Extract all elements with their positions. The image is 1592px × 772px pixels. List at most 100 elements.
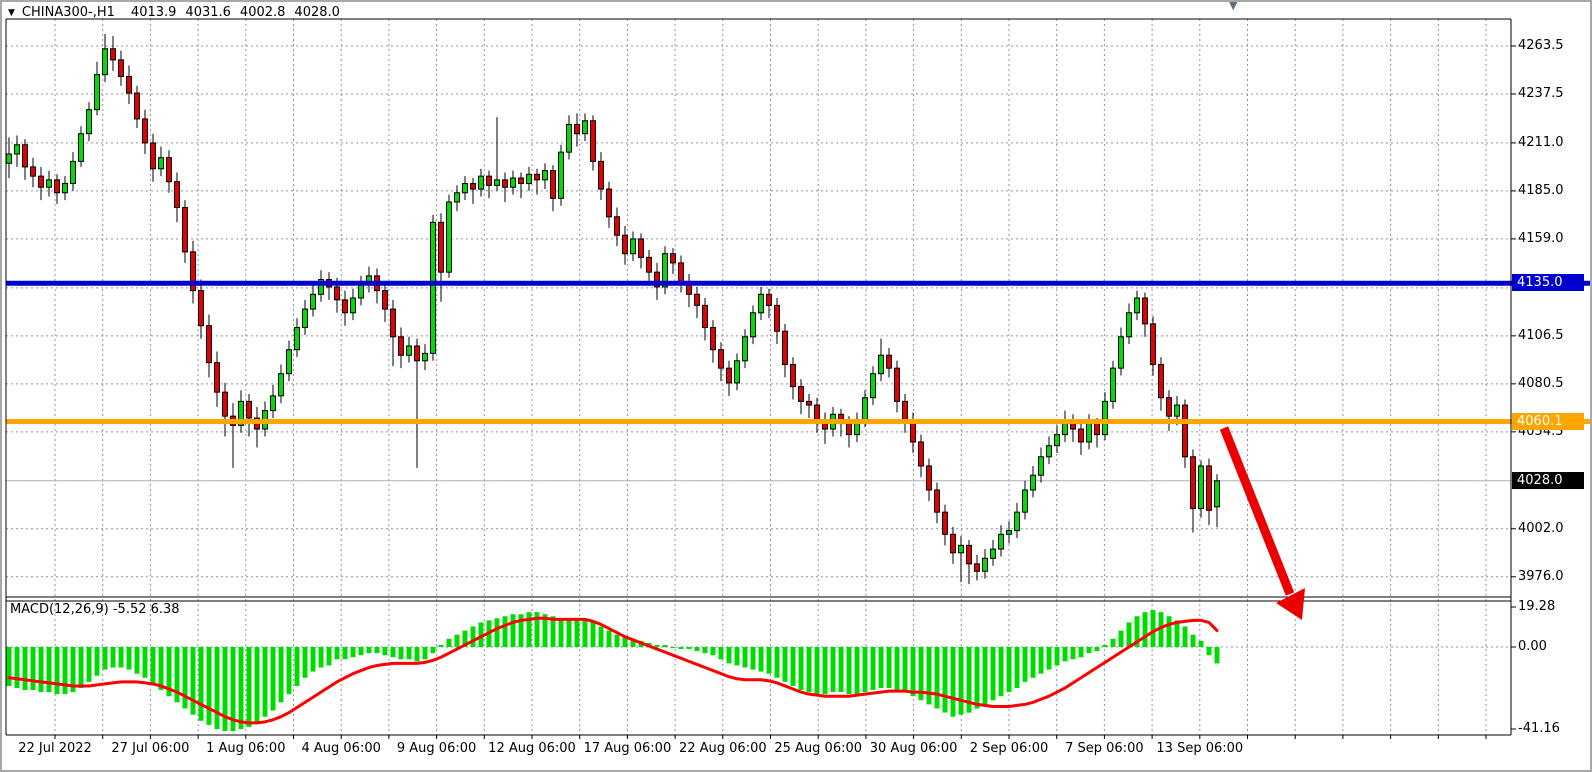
annotation-arrow[interactable]	[1219, 426, 1305, 620]
candle	[246, 400, 252, 419]
macd-bar	[1166, 616, 1172, 647]
macd-bar	[102, 647, 108, 670]
macd-bar	[1198, 640, 1204, 647]
price-axis-label: 4211.0	[1518, 134, 1564, 150]
macd-bar	[374, 647, 380, 654]
macd-bar	[918, 647, 924, 701]
candle	[1102, 400, 1108, 436]
candle	[534, 173, 540, 181]
macd-bar	[494, 618, 500, 647]
candle	[982, 557, 988, 572]
candle	[174, 181, 180, 209]
candle	[470, 183, 476, 190]
macd-bar	[62, 647, 68, 695]
macd-axis-label: 19.28	[1518, 599, 1556, 614]
candle	[30, 166, 36, 177]
time-axis-label: 30 Aug 06:00	[869, 741, 958, 756]
macd-bar	[414, 647, 420, 662]
macd-bar	[654, 644, 660, 647]
symbol-period-label: CHINA300-,H1	[21, 5, 115, 20]
current-price-badge: 4028.0	[1512, 471, 1584, 489]
candle	[862, 397, 868, 421]
candle	[302, 308, 308, 329]
candle	[118, 59, 124, 77]
macd-bar	[846, 647, 852, 695]
macd-bar	[262, 647, 268, 717]
scroll-to-end-icon[interactable]: ▼	[1229, 0, 1238, 12]
macd-bar	[246, 647, 252, 727]
time-axis-label: 1 Aug 06:00	[206, 741, 286, 756]
macd-bar	[1086, 647, 1092, 654]
candle	[86, 109, 92, 135]
macd-bar	[342, 647, 348, 660]
candle	[342, 299, 348, 314]
macd-bar	[470, 626, 476, 647]
candle	[1046, 445, 1052, 458]
macd-axis-label: -41.16	[1518, 721, 1560, 736]
macd-bar	[446, 638, 452, 647]
macd-bar	[294, 647, 300, 686]
candle	[934, 489, 940, 513]
candle	[1134, 297, 1140, 314]
macd-axis-label: 0.00	[1518, 639, 1547, 654]
candles	[6, 34, 1220, 585]
candle	[974, 563, 980, 572]
macd-bar	[1046, 647, 1052, 670]
macd-bar	[1102, 644, 1108, 647]
price-axis-label: 4080.5	[1518, 375, 1564, 391]
candle	[150, 142, 156, 170]
ohlc-low: 4002.8	[239, 5, 286, 20]
macd-bar	[1038, 647, 1044, 674]
macd-bar	[582, 620, 588, 647]
macd-bar	[606, 630, 612, 647]
candle	[190, 251, 196, 292]
symbol-dropdown-icon[interactable]: ▼	[8, 7, 15, 18]
macd-bar	[974, 647, 980, 709]
time-axis-label: 27 Jul 06:00	[111, 741, 190, 756]
macd-bar	[270, 647, 276, 711]
price-axis-label: 3976.0	[1518, 568, 1564, 584]
candle	[278, 373, 284, 397]
macd-bar	[382, 647, 388, 656]
time-axis-label: 22 Aug 06:00	[678, 741, 767, 756]
macd-bar	[230, 647, 236, 732]
candle	[606, 188, 612, 218]
macd-bar	[430, 647, 436, 654]
candle	[758, 293, 764, 314]
macd-bar	[830, 647, 836, 693]
macd-bar	[1094, 647, 1100, 652]
macd-bar	[406, 647, 412, 660]
ohlc-high: 4031.6	[185, 5, 231, 20]
time-axis-label: 17 Aug 06:00	[583, 741, 672, 756]
candle	[958, 544, 964, 554]
macd-bar	[1158, 612, 1164, 647]
candle	[110, 48, 116, 61]
macd-bar	[1006, 647, 1012, 693]
chart-frame	[5, 18, 1516, 739]
macd-bar	[118, 647, 124, 668]
candle	[790, 363, 796, 388]
macd-bar	[766, 647, 772, 674]
candle	[486, 175, 492, 186]
macd-bar	[1150, 610, 1156, 647]
candle	[662, 253, 668, 288]
candle	[1126, 312, 1132, 338]
macd-bar	[254, 647, 260, 723]
candle	[446, 201, 452, 273]
macd-bar	[678, 647, 684, 650]
macd-bar	[726, 647, 732, 664]
candle	[310, 293, 316, 310]
macd-bar	[390, 647, 396, 658]
macd-histogram	[6, 610, 1220, 732]
candle	[1190, 456, 1196, 509]
candle	[414, 345, 420, 362]
macd-bar	[838, 647, 844, 693]
macd-bar	[422, 647, 428, 660]
candle	[6, 153, 12, 164]
macd-bar	[174, 647, 180, 703]
macd-bar	[278, 647, 284, 703]
macd-bar	[70, 647, 76, 693]
candle	[454, 192, 460, 203]
macd-bar	[158, 647, 164, 691]
